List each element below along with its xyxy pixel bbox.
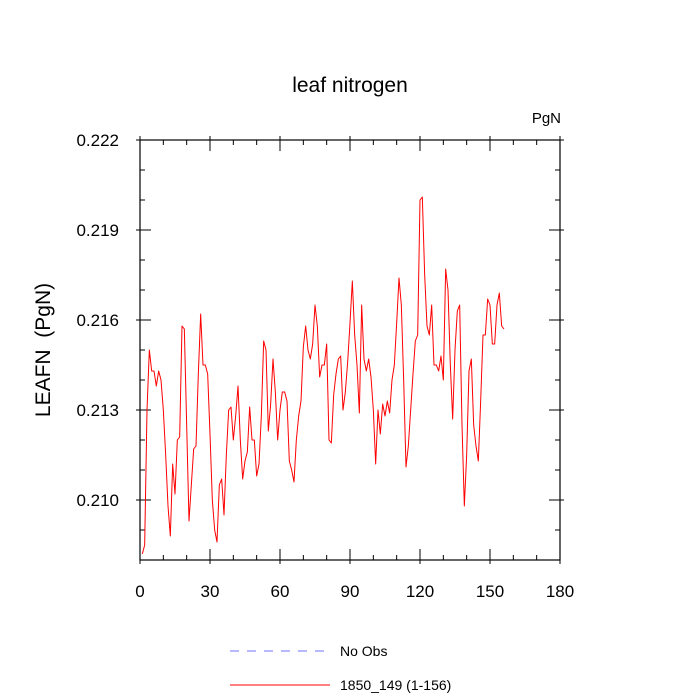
x-tick-label: 30 [201,582,220,601]
y-tick-label: 0.216 [76,311,119,330]
x-tick-label: 180 [546,582,574,601]
x-tick-label: 150 [476,582,504,601]
x-tick-label: 0 [135,582,144,601]
x-tick-label: 90 [341,582,360,601]
x-tick-label: 120 [406,582,434,601]
legend-label: 1850_149 (1-156) [340,677,451,693]
chart-title: leaf nitrogen [292,74,408,97]
y-axis-label: LEAFN (PgN) [32,283,55,417]
y-tick-label: 0.210 [76,491,119,510]
y-tick-label: 0.213 [76,401,119,420]
units-label: PgN [532,110,561,127]
x-tick-label: 60 [271,582,290,601]
y-tick-label: 0.222 [76,131,119,150]
y-tick-label: 0.219 [76,221,119,240]
legend-label: No Obs [340,643,387,659]
series-line [141,196,505,555]
